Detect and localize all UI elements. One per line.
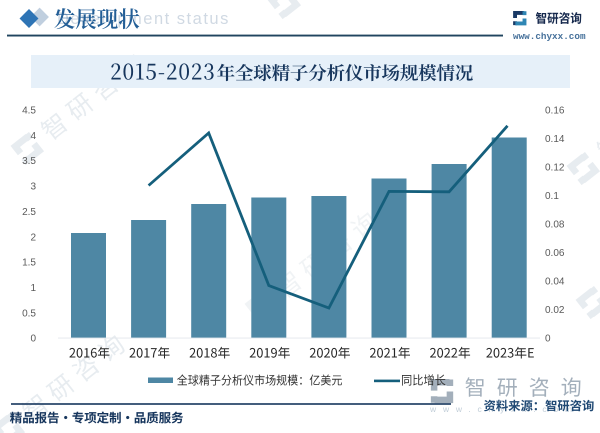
svg-text:Development status: Development status [57, 10, 230, 28]
svg-text:4.5: 4.5 [22, 106, 36, 117]
svg-text:1.5: 1.5 [22, 258, 36, 269]
svg-text:1: 1 [30, 283, 36, 294]
svg-text:3: 3 [30, 182, 36, 193]
svg-text:0.02: 0.02 [545, 305, 565, 316]
svg-text:3.5: 3.5 [22, 156, 36, 167]
svg-text:4: 4 [30, 131, 36, 142]
svg-text:2.5: 2.5 [22, 207, 36, 218]
svg-text:www.chyxx.com: www.chyxx.com [429, 404, 579, 414]
svg-text:0.5: 0.5 [22, 308, 36, 319]
svg-text:0.16: 0.16 [545, 106, 565, 117]
svg-text:0: 0 [30, 334, 36, 345]
svg-text:0.14: 0.14 [545, 134, 565, 145]
svg-text:2: 2 [30, 232, 36, 243]
svg-text:www.chyxx.com: www.chyxx.com [513, 31, 586, 42]
svg-text:0: 0 [545, 334, 551, 345]
svg-text:0.12: 0.12 [545, 163, 565, 174]
svg-text:0.06: 0.06 [545, 248, 565, 259]
svg-text:0.08: 0.08 [545, 220, 565, 231]
svg-text:0.1: 0.1 [545, 191, 559, 202]
svg-text:0.04: 0.04 [545, 277, 565, 288]
